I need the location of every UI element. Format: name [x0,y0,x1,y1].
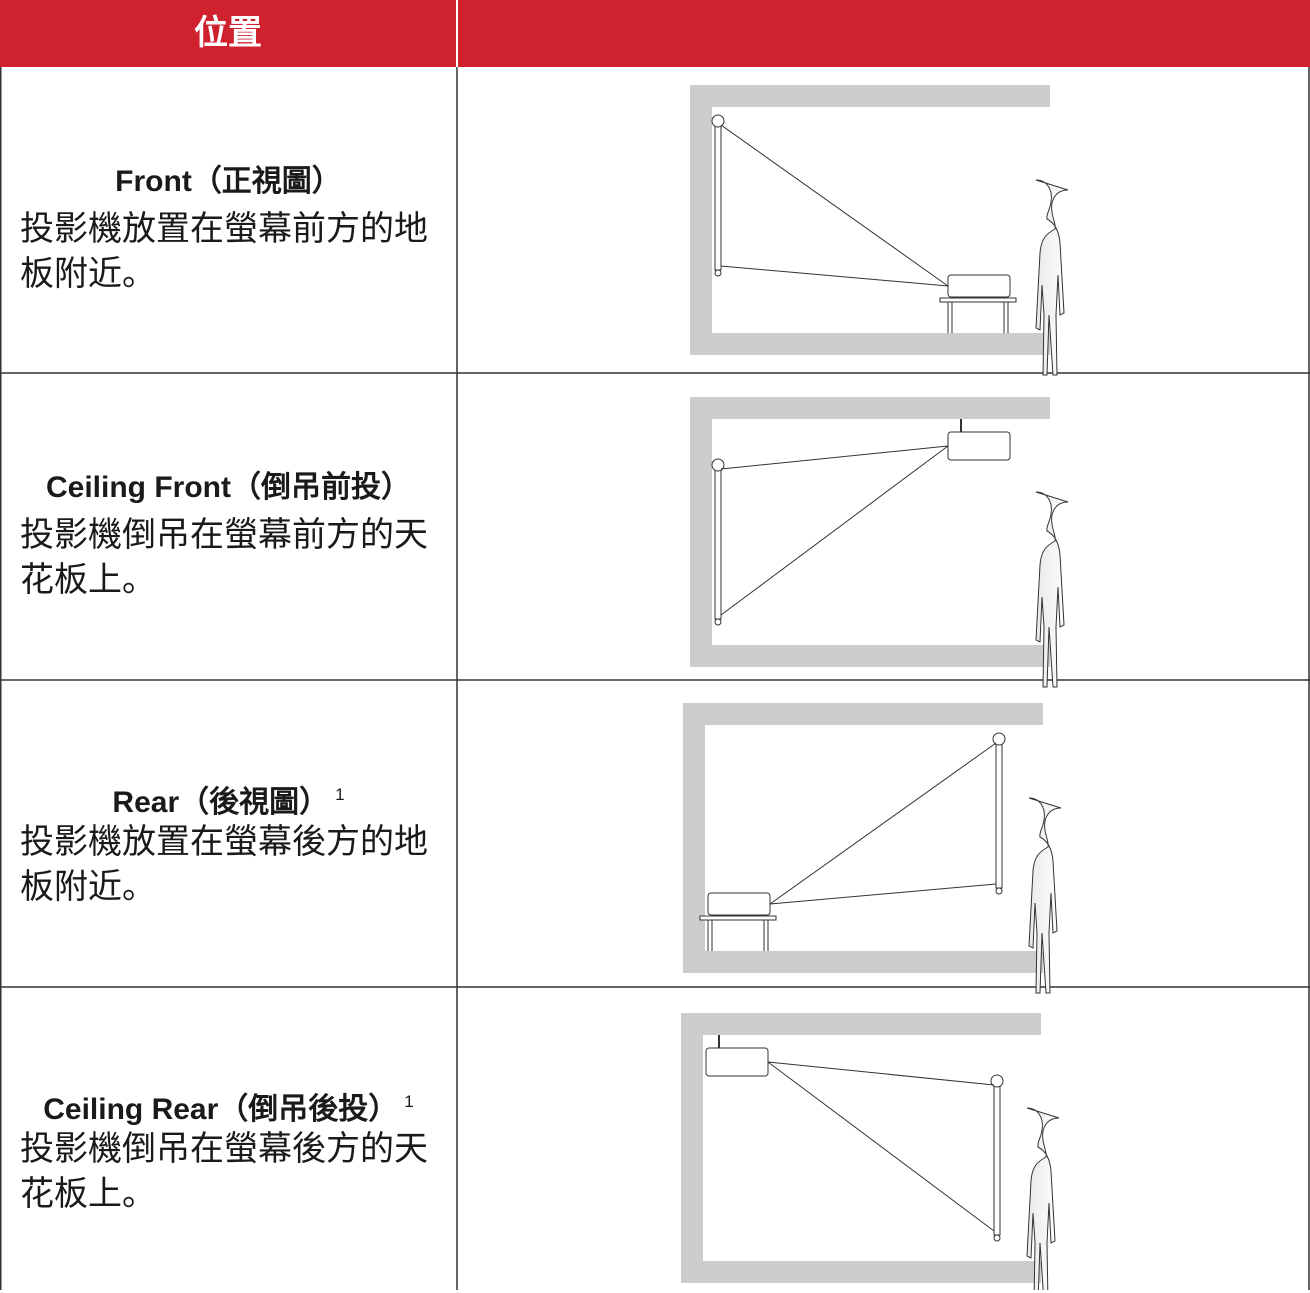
position-title: Ceiling Rear（倒吊後投） 1 [0,1082,457,1130]
position-cell: Front（正視圖） 投影機放置在螢幕前方的地板附近。 [0,67,457,373]
screen-roll [992,732,1006,746]
room [690,85,1050,355]
position-description: 投影機倒吊在螢幕後方的天花板上。 [20,1130,428,1213]
screen-end [995,887,1003,895]
table-leg [707,920,713,951]
person [1028,797,1062,994]
title-text: Front（正視圖） [115,165,342,198]
position-description: 投影機放置在螢幕前方的地板附近。 [20,210,428,293]
position-title: Rear（後視圖） 1 [0,775,457,823]
screen-roll [990,1074,1004,1088]
title-text: Rear（後視圖） [112,786,330,819]
screen [714,122,722,271]
table-leg [763,920,769,951]
projection [769,742,997,905]
table-lines [0,67,1310,1290]
title-text: Ceiling Front（倒吊前投） [46,471,411,504]
screen-end [714,269,722,277]
projection [767,1061,995,1232]
projection [720,124,949,287]
position-cell: Ceiling Front（倒吊前投） 投影機倒吊在螢幕前方的天花板上。 [0,373,457,679]
footnote-mark: 1 [335,785,345,804]
table-leg [947,302,953,333]
position-title: Front（正視圖） [0,162,457,202]
screen [995,740,1003,889]
position-cell: Rear（後視圖） 1 投影機放置在螢幕後方的地板附近。 [0,680,457,986]
projection [720,445,949,616]
projector [707,892,771,916]
header-cell: 位置 [0,0,456,67]
position-description: 投影機放置在螢幕後方的地板附近。 [20,823,428,906]
position-description: 投影機倒吊在螢幕前方的天花板上。 [20,516,428,599]
screen [993,1082,1001,1236]
footnote-mark: 1 [404,1092,414,1111]
screen-end [993,1234,1001,1242]
table-top [699,915,777,921]
person [1026,1107,1060,1290]
screen [714,466,722,620]
table-leg [1003,302,1009,333]
position-title: Ceiling Front（倒吊前投） [0,468,457,508]
title-text: Ceiling Rear（倒吊後投） [43,1093,399,1126]
header-cell [458,0,1310,67]
header-title: 位置 [194,14,262,52]
person [1035,491,1069,688]
screen-end [714,618,722,626]
projector [947,274,1011,298]
screen-roll [711,114,725,128]
table-top [939,297,1017,303]
screen-roll [711,458,725,472]
position-cell: Ceiling Rear（倒吊後投） 1 投影機倒吊在螢幕後方的天花板上。 [0,987,457,1293]
projector [947,431,1011,461]
person [1035,179,1069,376]
projector [705,1047,769,1077]
